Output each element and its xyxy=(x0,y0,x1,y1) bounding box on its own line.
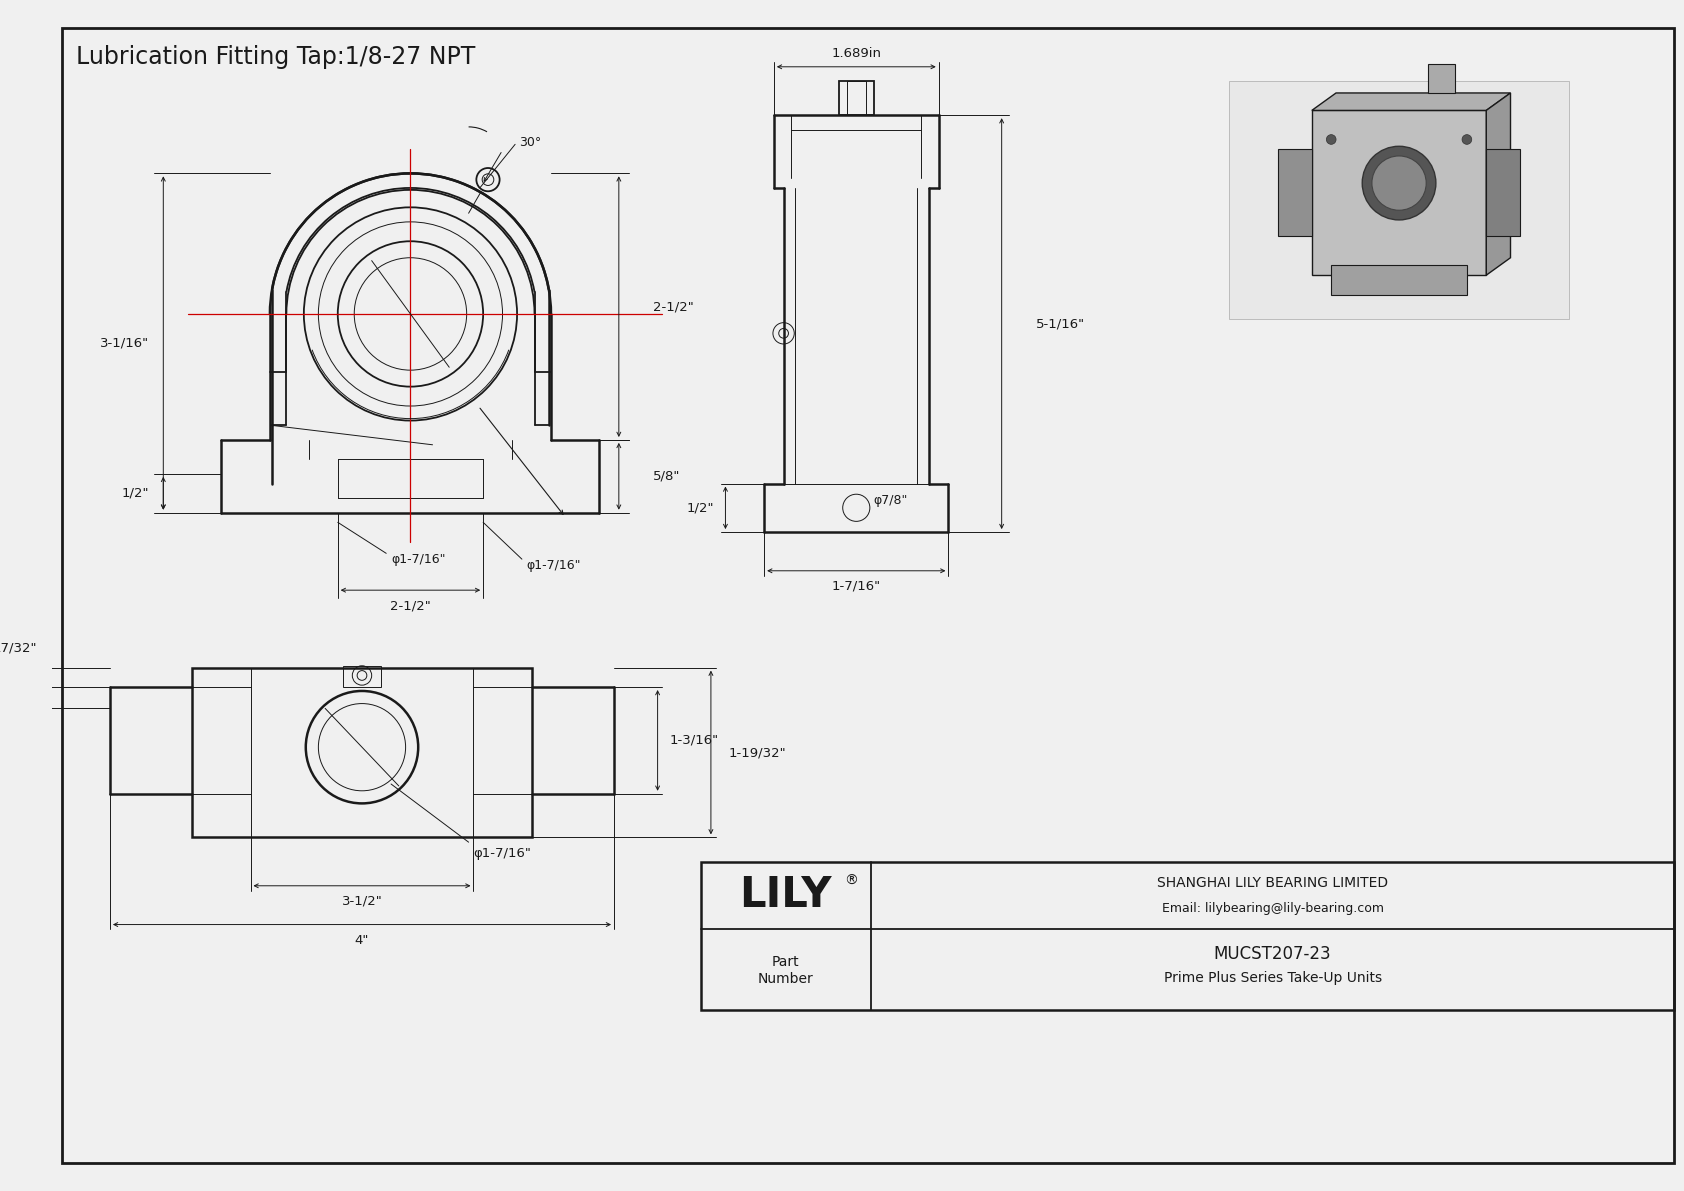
Bar xyxy=(1312,111,1487,275)
Text: Number: Number xyxy=(758,972,813,986)
Bar xyxy=(701,861,1674,1010)
Circle shape xyxy=(1327,135,1335,144)
Text: φ1-7/16": φ1-7/16" xyxy=(473,847,532,860)
Text: φ1-7/16": φ1-7/16" xyxy=(391,553,446,566)
Text: ®: ® xyxy=(844,874,859,888)
Text: 3-1/2": 3-1/2" xyxy=(342,894,382,908)
Text: 2-1/2": 2-1/2" xyxy=(391,599,431,612)
Text: 1-3/16": 1-3/16" xyxy=(669,734,719,747)
Bar xyxy=(1428,64,1455,93)
Text: 1-19/32": 1-19/32" xyxy=(729,746,786,759)
Bar xyxy=(342,666,381,687)
Text: 3-1/16": 3-1/16" xyxy=(99,337,148,349)
Text: 17/32": 17/32" xyxy=(0,642,37,655)
Text: 4": 4" xyxy=(355,934,369,947)
Text: 1.689in: 1.689in xyxy=(832,46,881,60)
Text: φ7/8": φ7/8" xyxy=(874,493,908,506)
Text: 5-1/16": 5-1/16" xyxy=(1036,317,1084,330)
Bar xyxy=(847,81,866,116)
Text: Email: lilybearing@lily-bearing.com: Email: lilybearing@lily-bearing.com xyxy=(1162,902,1384,915)
Text: LILY: LILY xyxy=(739,874,832,916)
Text: Lubrication Fitting Tap:1/8-27 NPT: Lubrication Fitting Tap:1/8-27 NPT xyxy=(76,45,475,69)
Bar xyxy=(839,81,874,116)
Text: 1-7/16": 1-7/16" xyxy=(832,580,881,593)
Text: Prime Plus Series Take-Up Units: Prime Plus Series Take-Up Units xyxy=(1164,971,1381,985)
Bar xyxy=(1332,266,1467,294)
Text: 5/8": 5/8" xyxy=(653,469,680,482)
Text: 1/2": 1/2" xyxy=(687,501,714,515)
Bar xyxy=(1487,149,1521,236)
Circle shape xyxy=(1372,156,1426,211)
Text: 1/2": 1/2" xyxy=(121,487,148,500)
Circle shape xyxy=(1362,146,1436,220)
Polygon shape xyxy=(1312,93,1511,111)
Text: Part: Part xyxy=(771,955,800,968)
Text: φ1-7/16": φ1-7/16" xyxy=(527,560,581,573)
Bar xyxy=(192,668,532,837)
Polygon shape xyxy=(1487,93,1511,275)
Bar xyxy=(1229,81,1569,319)
Bar xyxy=(1278,149,1312,236)
Text: SHANGHAI LILY BEARING LIMITED: SHANGHAI LILY BEARING LIMITED xyxy=(1157,875,1388,890)
Text: 30°: 30° xyxy=(519,136,541,149)
Text: 2-1/2": 2-1/2" xyxy=(653,300,694,313)
Text: MUCST207-23: MUCST207-23 xyxy=(1214,944,1332,962)
Circle shape xyxy=(1462,135,1472,144)
